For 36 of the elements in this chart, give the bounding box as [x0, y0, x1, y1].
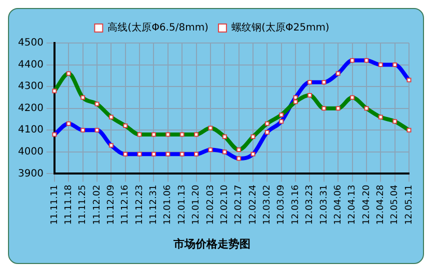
x-tick-label: 11.12.02: [92, 184, 102, 225]
x-tick-label: 11.12.23: [134, 184, 145, 225]
x-tick-label: 12.05.04: [390, 184, 400, 225]
x-tick-label: 12.04.13: [348, 184, 358, 225]
y-tick-label: 4000: [18, 146, 44, 158]
legend-label: 高线(太原Φ6.5/8mm): [108, 22, 209, 34]
x-tick-label: 12.03.23: [305, 184, 316, 225]
x-tick-label: 11.12.16: [120, 184, 131, 225]
x-tick-label: 12.01.13: [177, 184, 188, 225]
x-tick-label: 12.03.31: [319, 184, 330, 225]
x-tick-label: 11.11.18: [64, 184, 74, 225]
x-tick-label: 12.03.09: [276, 184, 287, 225]
x-tick-label: 12.04.20: [362, 184, 372, 225]
y-tick-label: 4500: [18, 38, 44, 49]
x-tick-label: 12.03.02: [262, 184, 273, 225]
x-tick-label: 12.02.24: [248, 184, 258, 225]
y-tick-label: 4100: [18, 124, 44, 136]
x-tick-label: 12.04.06: [333, 184, 344, 225]
text: 市场价格走势图: [172, 237, 250, 250]
y-tick-label: 4300: [18, 81, 44, 92]
y-tick-label: 4400: [18, 59, 44, 70]
x-tick-label: 12.03.16: [290, 184, 301, 225]
x-tick-label: 12.01.06: [163, 184, 174, 225]
y-tick-label: 4200: [18, 102, 44, 114]
x-tick-label: 11.11.25: [78, 184, 88, 225]
x-tick-label: 11.11.11: [50, 184, 60, 225]
x-tick-label: 12.02.03: [206, 184, 216, 225]
x-tick-label: 12.02.17: [234, 184, 244, 225]
x-tick-label: 11.12.09: [106, 184, 117, 225]
x-tick-label: 12.02.10: [220, 184, 230, 225]
x-tick-label: 11.12.31: [149, 184, 160, 225]
y-tick-label: 3900: [18, 168, 44, 180]
x-tick-label: 12.04.28: [376, 184, 386, 225]
x-tick-label: 12.05.11: [404, 184, 414, 225]
legend-label: 螺纹钢(太原Φ25mm): [231, 22, 330, 34]
x-tick-label: 12.01.20: [192, 184, 202, 225]
